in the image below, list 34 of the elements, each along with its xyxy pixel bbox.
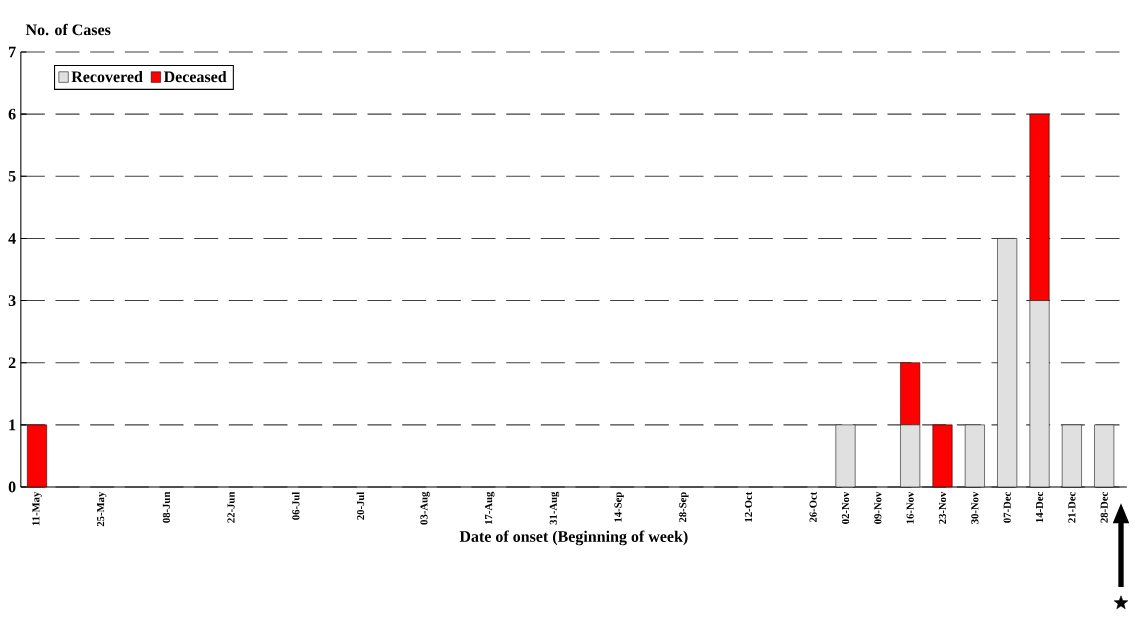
x-tick-label: 20-Jul [356, 491, 365, 520]
x-tick-label: 26-Oct [809, 491, 817, 523]
x-axis-title: Date of onset (Beginning of week) [459, 530, 688, 546]
y-tick-label: 5 [8, 170, 16, 182]
y-tick-label: 3 [8, 295, 16, 306]
y-tick-label: 2 [8, 357, 16, 368]
x-tick-label: 06-Jul [291, 491, 300, 520]
y-tick-label: 4 [8, 233, 16, 244]
x-tick-label: 03-Aug [420, 491, 430, 525]
y-tick-label: 0 [8, 481, 16, 493]
x-tick-label: 09-Nov [874, 491, 882, 524]
x-tick-label: 30-Nov [971, 491, 979, 524]
x-tick-label: 12-Oct [744, 491, 753, 522]
y-tick-label: 6 [8, 108, 16, 120]
x-tick-label: 28-Dec [1100, 491, 1108, 523]
x-tick-label: 25-May [97, 491, 107, 527]
x-tick-label: 21-Dec [1068, 491, 1076, 523]
y-axis-title: No. of Cases [25, 23, 111, 36]
x-tick-label: 16-Nov [906, 491, 914, 524]
legend-label: Deceased [163, 70, 227, 83]
x-tick-label: 02-Nov [841, 491, 850, 524]
x-tick-label: 23-Nov [938, 491, 947, 524]
x-tick-label: 14-Dec [1035, 491, 1044, 523]
x-tick-label: 17-Aug [485, 491, 495, 525]
x-tick-label: 28-Sep [679, 492, 689, 523]
y-tick-label: 1 [9, 419, 16, 431]
x-tick-label: 31-Aug [549, 491, 560, 525]
x-tick-label: 14-Sep [614, 492, 624, 522]
x-tick-label: 08-Jun [162, 491, 170, 523]
legend-label: Recovered [71, 70, 143, 83]
y-tick-label: 7 [9, 46, 16, 58]
x-tick-label: 11-May [32, 491, 42, 526]
x-tick-label: 22-Jun [227, 491, 235, 523]
x-tick-label: 07-Dec [1003, 491, 1011, 523]
